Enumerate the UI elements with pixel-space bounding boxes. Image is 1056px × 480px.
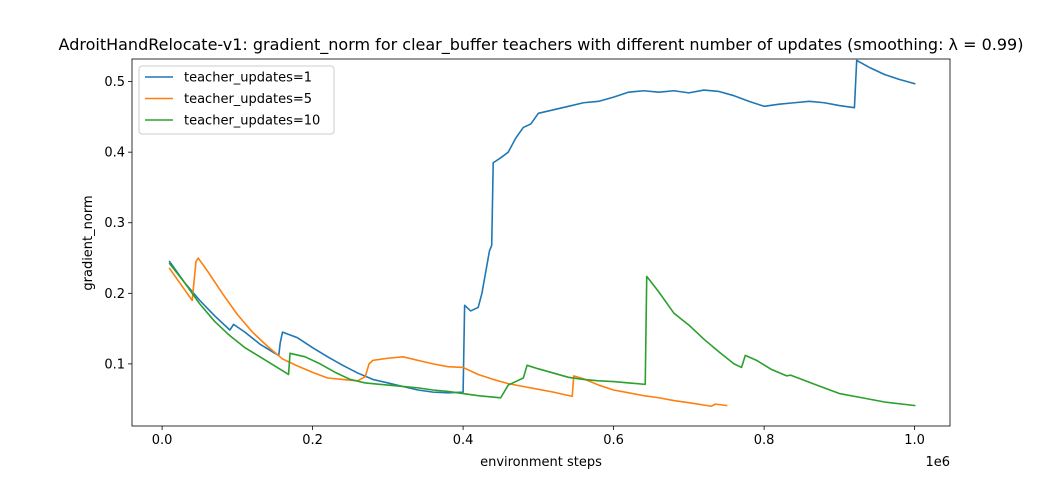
x-axis-offset-text: 1e6 (925, 455, 950, 470)
chart-title: AdroitHandRelocate-v1: gradient_norm for… (59, 35, 1024, 55)
x-tick-label: 0.0 (152, 433, 173, 448)
y-tick-label: 0.1 (104, 357, 125, 372)
x-axis-label: environment steps (480, 455, 602, 470)
x-tick-label: 0.2 (302, 433, 323, 448)
series-line-3 (168, 262, 916, 407)
x-tick-label: 0.6 (603, 433, 624, 448)
plot-frame (131, 58, 951, 427)
legend: teacher_updates=1 teacher_updates=5teache… (138, 65, 335, 135)
y-tick-label: 0.4 (104, 146, 125, 161)
y-axis: 0.1 0.2 0.3 0.4 0.5 (104, 75, 132, 372)
y-axis-label: gradient_norm (81, 195, 96, 290)
y-tick-label: 0.5 (104, 75, 125, 90)
legend-label-2: teacher_updates=5 (184, 92, 312, 107)
legend-label-1: teacher_updates=1 (184, 71, 312, 86)
x-tick-label: 1.0 (904, 433, 925, 448)
series-line-1 (168, 59, 916, 394)
plot-area (131, 58, 951, 427)
x-tick-label: 0.4 (453, 433, 474, 448)
y-tick-label: 0.3 (104, 216, 125, 231)
legend-label-3: teacher_updates=10 (184, 114, 320, 129)
y-tick-label: 0.2 (104, 287, 125, 302)
legend-box (138, 65, 335, 135)
series-line-2 (168, 257, 728, 408)
series-group (168, 59, 916, 408)
x-axis: 0.0 0.2 0.4 0.6 0.8 1.0 (152, 426, 925, 448)
x-tick-label: 0.8 (754, 433, 775, 448)
